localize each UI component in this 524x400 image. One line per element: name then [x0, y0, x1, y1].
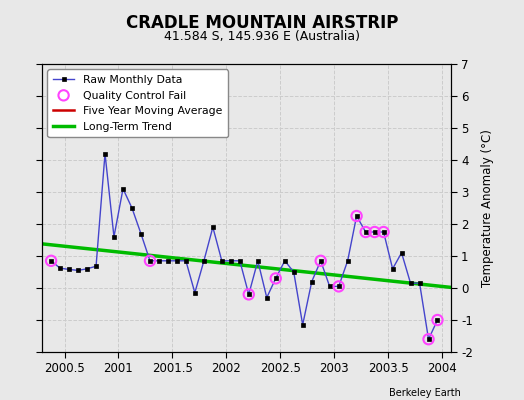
Raw Monthly Data	[272, 276, 279, 281]
Raw Monthly Data	[93, 264, 99, 269]
Raw Monthly Data	[174, 258, 180, 263]
Quality Control Fail	[362, 229, 370, 235]
Raw Monthly Data	[264, 295, 270, 300]
Raw Monthly Data	[380, 230, 387, 234]
Y-axis label: Temperature Anomaly (°C): Temperature Anomaly (°C)	[481, 129, 494, 287]
Raw Monthly Data	[318, 258, 324, 263]
Raw Monthly Data	[417, 281, 423, 286]
Raw Monthly Data	[389, 266, 396, 271]
Text: Berkeley Earth: Berkeley Earth	[389, 388, 461, 398]
Raw Monthly Data	[66, 267, 72, 272]
Raw Monthly Data	[434, 318, 441, 322]
Text: 41.584 S, 145.936 E (Australia): 41.584 S, 145.936 E (Australia)	[164, 30, 360, 43]
Raw Monthly Data	[84, 266, 90, 271]
Raw Monthly Data	[255, 258, 261, 263]
Quality Control Fail	[433, 317, 442, 323]
Raw Monthly Data	[246, 292, 252, 297]
Quality Control Fail	[47, 258, 55, 264]
Raw Monthly Data	[228, 258, 234, 263]
Raw Monthly Data	[138, 231, 144, 236]
Quality Control Fail	[334, 283, 343, 290]
Raw Monthly Data	[192, 290, 198, 295]
Raw Monthly Data	[147, 258, 153, 263]
Raw Monthly Data	[425, 337, 432, 342]
Raw Monthly Data	[363, 230, 369, 234]
Raw Monthly Data	[354, 214, 360, 218]
Raw Monthly Data	[335, 284, 342, 289]
Raw Monthly Data	[183, 258, 189, 263]
Raw Monthly Data	[326, 284, 333, 289]
Raw Monthly Data	[372, 230, 378, 234]
Raw Monthly Data	[398, 250, 405, 255]
Raw Monthly Data	[201, 258, 207, 263]
Quality Control Fail	[424, 336, 433, 342]
Raw Monthly Data	[156, 258, 162, 263]
Legend: Raw Monthly Data, Quality Control Fail, Five Year Moving Average, Long-Term Tren: Raw Monthly Data, Quality Control Fail, …	[47, 70, 228, 138]
Quality Control Fail	[379, 229, 388, 235]
Line: Raw Monthly Data: Raw Monthly Data	[49, 151, 440, 342]
Text: CRADLE MOUNTAIN AIRSTRIP: CRADLE MOUNTAIN AIRSTRIP	[126, 14, 398, 32]
Raw Monthly Data	[48, 258, 54, 263]
Raw Monthly Data	[300, 322, 306, 327]
Quality Control Fail	[316, 258, 325, 264]
Raw Monthly Data	[165, 258, 171, 263]
Raw Monthly Data	[102, 151, 108, 156]
Raw Monthly Data	[210, 225, 216, 230]
Raw Monthly Data	[237, 258, 243, 263]
Raw Monthly Data	[344, 258, 351, 263]
Raw Monthly Data	[75, 268, 81, 273]
Raw Monthly Data	[291, 270, 297, 274]
Quality Control Fail	[245, 291, 253, 298]
Raw Monthly Data	[219, 258, 225, 263]
Raw Monthly Data	[111, 234, 117, 239]
Quality Control Fail	[146, 258, 154, 264]
Raw Monthly Data	[407, 281, 413, 286]
Quality Control Fail	[271, 275, 280, 282]
Quality Control Fail	[353, 213, 361, 219]
Raw Monthly Data	[281, 258, 288, 263]
Raw Monthly Data	[129, 206, 135, 210]
Raw Monthly Data	[120, 186, 126, 191]
Quality Control Fail	[370, 229, 379, 235]
Raw Monthly Data	[309, 279, 315, 284]
Raw Monthly Data	[57, 266, 63, 270]
